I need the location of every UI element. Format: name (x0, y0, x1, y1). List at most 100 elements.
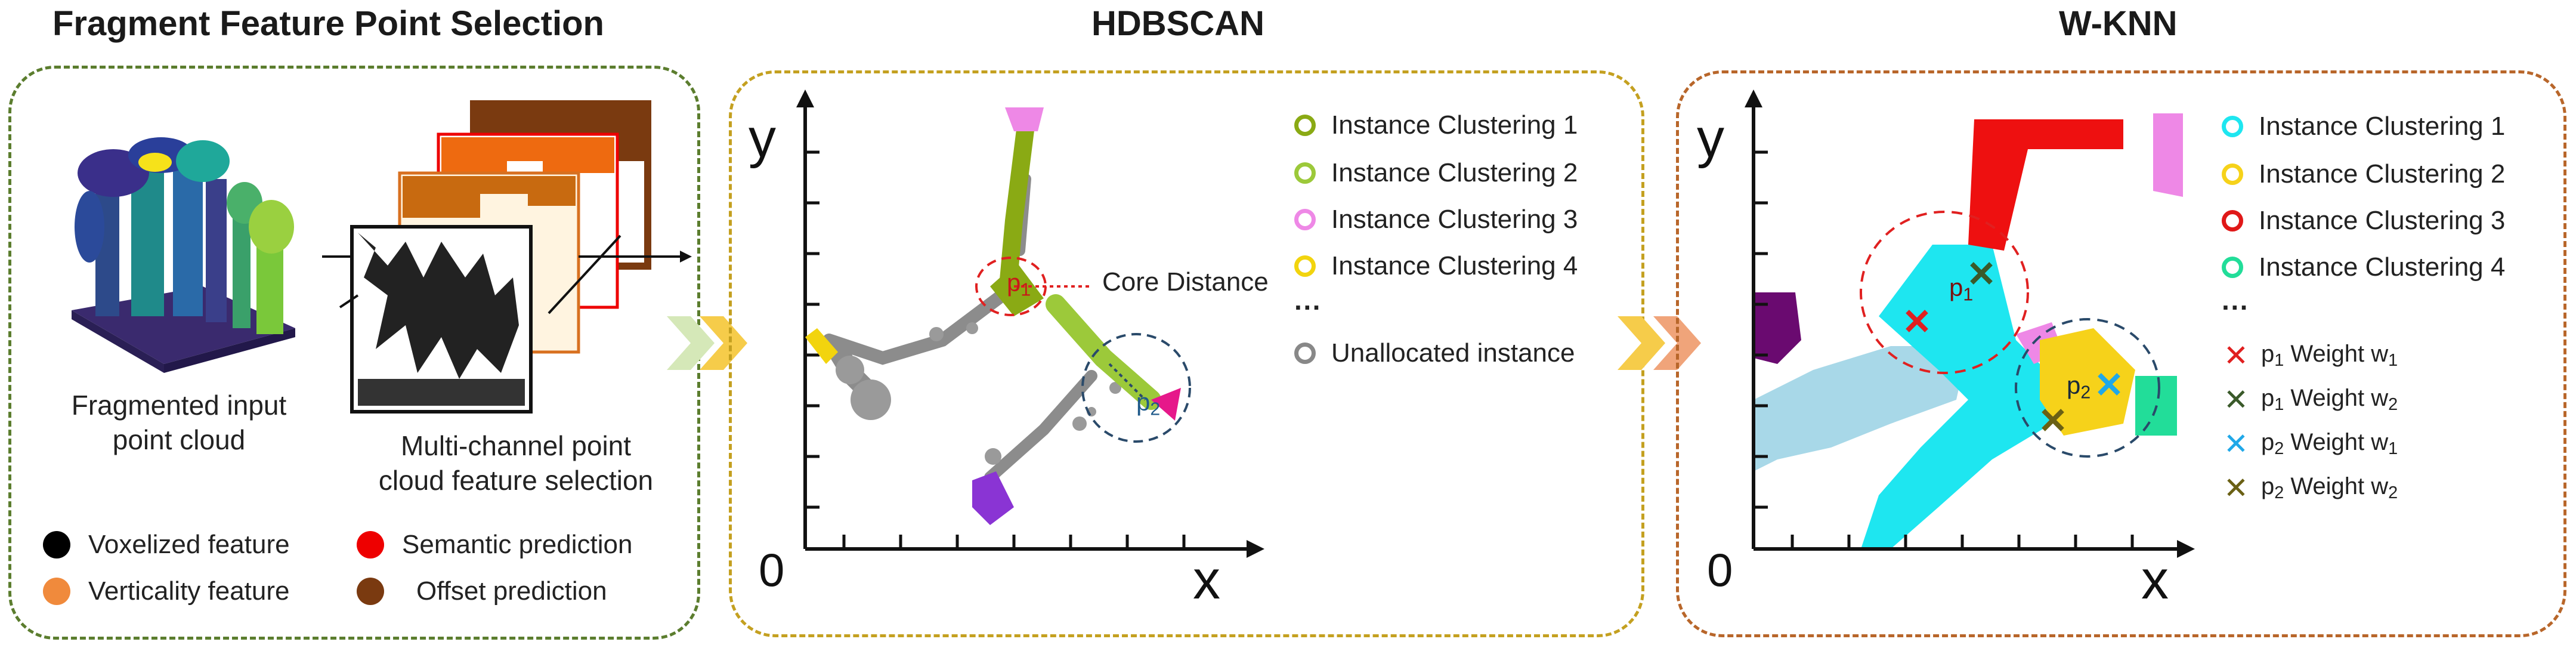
hdbscan-origin-label: 0 (759, 544, 785, 596)
wknn-ticks (1754, 150, 2134, 549)
wknn-legend-cluster-4: Instance Clustering 4 (2222, 249, 2505, 285)
stack-arrow-left-diag (339, 294, 359, 308)
hdbscan-legend-cluster-2-label: Instance Clustering 2 (1331, 158, 1578, 187)
wknn-legend-weight-p1-w2: ✕ p1 Weight w2 (2222, 382, 2398, 418)
wknn-x-axis-arrow (2177, 540, 2195, 558)
tree-crown (249, 200, 294, 254)
cluster-1-branch (999, 116, 1035, 295)
hdbscan-legend-cluster-4: Instance Clustering 4 (1294, 248, 1578, 284)
voxelized-dot-icon (43, 531, 70, 558)
fragmented-point-cloud-illustration (72, 137, 295, 373)
legend-semantic-label: Semantic prediction (402, 530, 633, 559)
cross-icon: ✕ (2224, 471, 2249, 505)
tree-crown (138, 153, 172, 172)
hdbscan-unallocated-points (822, 174, 1097, 483)
wknn-pink-region (2153, 113, 2183, 197)
feature-caption: Multi-channel point cloud feature select… (337, 428, 695, 498)
ring-icon (2222, 116, 2243, 137)
wknn-legend-cluster-2-label: Instance Clustering 2 (2259, 159, 2506, 189)
wknn-legend-cluster-2: Instance Clustering 2 (2222, 156, 2505, 192)
legend-offset: Offset prediction (357, 576, 607, 606)
weight-label: p2 Weight w1 (2261, 428, 2398, 459)
hdbscan-legend-cluster-1: Instance Clustering 1 (1294, 107, 1578, 143)
hdbscan-unallocated-scatter (836, 322, 1121, 465)
hdbscan-ticks (805, 150, 1186, 549)
hdbscan-legend-cluster-3-label: Instance Clustering 3 (1331, 205, 1578, 234)
input-caption-line1: Fragmented input (71, 390, 287, 421)
hdbscan-x-axis-arrow (1247, 540, 1264, 558)
cluster-purple (972, 471, 1014, 525)
hdbscan-y-axis-arrow (796, 90, 814, 107)
legend-offset-label: Offset prediction (416, 576, 607, 606)
legend-verticality-label: Verticality feature (88, 576, 290, 606)
weight-label: p1 Weight w2 (2261, 384, 2398, 415)
core-distance-label: Core Distance (1102, 267, 1269, 297)
cross-icon: ✕ (2224, 339, 2249, 372)
feature-map-stack (322, 100, 692, 414)
hdbscan-legend-ellipsis: ··· (1294, 292, 1322, 323)
hdbscan-legend-unallocated: Unallocated instance (1294, 335, 1575, 371)
feature-caption-line2: cloud feature selection (378, 465, 654, 496)
hdbscan-axis-y-label: y (749, 108, 776, 169)
weight-label: p2 Weight w2 (2261, 473, 2398, 503)
wknn-legend-cluster-3: Instance Clustering 3 (2222, 203, 2505, 239)
input-caption-line2: point cloud (112, 424, 246, 455)
chevron-arrow-icon (667, 316, 747, 370)
cluster-3-top (1005, 107, 1044, 131)
wknn-legend-ellipsis: ··· (2222, 292, 2249, 323)
ring-icon (2222, 210, 2243, 232)
panel-title-fragment-feature: Fragment Feature Point Selection (52, 4, 604, 43)
ring-icon (1294, 115, 1316, 136)
tree-trunk (206, 179, 227, 322)
panel-title-hdbscan: HDBSCAN (1091, 4, 1264, 43)
wknn-yellow-region (2040, 328, 2135, 436)
wknn-red-region (1968, 119, 2123, 251)
feature-map-verticality-texture (403, 176, 576, 218)
hdbscan-legend-cluster-3: Instance Clustering 3 (1294, 202, 1578, 237)
cloud-base-front (72, 310, 164, 373)
core-distance-ring-p2 (1081, 333, 1191, 443)
feature-map-voxel-ground (358, 379, 525, 406)
hdbscan-plot (796, 90, 1264, 558)
wknn-origin-label: 0 (1707, 544, 1733, 596)
weight-label: p1 Weight w1 (2261, 340, 2398, 371)
hdbscan-axis-x-label: x (1193, 550, 1220, 610)
wknn-legend-cluster-4-label: Instance Clustering 4 (2259, 252, 2506, 282)
wknn-lightblue-region (1754, 346, 1968, 471)
stack-arrow-out-head (680, 251, 692, 263)
ring-icon (1294, 162, 1316, 184)
cluster-magenta (1151, 388, 1181, 421)
tree-crown (176, 140, 230, 182)
wknn-cross-p1-w1 (1906, 310, 1928, 332)
wknn-legend-cluster-1-label: Instance Clustering 1 (2259, 112, 2506, 141)
wknn-axis-x-label: x (2141, 550, 2169, 610)
wknn-p2-label: p2 (2067, 371, 2091, 403)
cross-icon: ✕ (2224, 383, 2249, 416)
ring-icon (1294, 342, 1316, 364)
wknn-ring-p2 (2015, 318, 2160, 458)
offset-dot-icon (357, 578, 384, 605)
tree-trunk (233, 209, 251, 328)
cloud-base-right (164, 328, 295, 373)
wknn-legend-cluster-3-label: Instance Clustering 3 (2259, 206, 2506, 235)
p2-distance-line (1108, 363, 1146, 401)
wknn-p1-label: p1 (1949, 273, 1974, 305)
legend-verticality: Verticality feature (43, 576, 290, 606)
feature-map-voxel-texture (358, 233, 519, 379)
semantic-dot-icon (357, 531, 384, 558)
legend-voxelized: Voxelized feature (43, 530, 290, 560)
ring-icon (1294, 209, 1316, 230)
wknn-purple-region (1754, 292, 1801, 364)
ring-icon (1294, 255, 1316, 277)
ring-icon (2222, 163, 2243, 185)
wknn-plot (1745, 90, 2195, 558)
hdbscan-legend-cluster-4-label: Instance Clustering 4 (1331, 251, 1578, 280)
hdbscan-legend-cluster-1-label: Instance Clustering 1 (1331, 110, 1578, 140)
cluster-2-branch (1046, 294, 1161, 410)
legend-voxelized-label: Voxelized feature (88, 530, 290, 559)
wknn-axis-y-label: y (1697, 108, 1724, 169)
panel-wknn (1676, 70, 2566, 637)
ring-icon (2222, 257, 2243, 278)
wknn-legend-cluster-1: Instance Clustering 1 (2222, 109, 2505, 144)
cluster-1-core (990, 263, 1044, 316)
